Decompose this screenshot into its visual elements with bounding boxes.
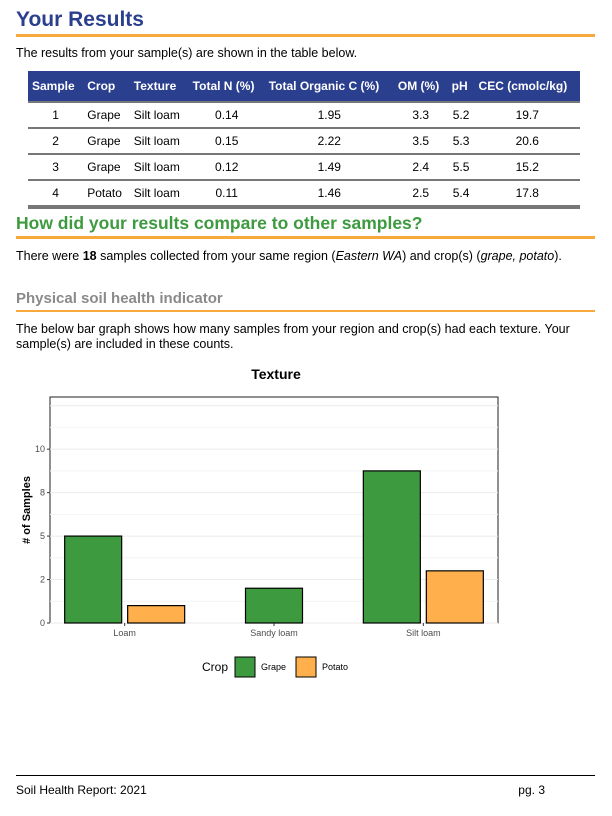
table-cell: 1 — [28, 101, 84, 128]
table-cell: Silt loam — [129, 127, 189, 154]
compare-text: There were 18 samples collected from you… — [16, 249, 595, 264]
x-tick-label: Loam — [113, 628, 136, 638]
table-cell: 0.14 — [188, 101, 265, 128]
table-cell: 15.2 — [474, 153, 580, 180]
table-row: 4 Potato Silt loam 0.11 1.46 2.5 5.4 17.… — [28, 179, 580, 209]
table-cell: 2.5 — [393, 179, 448, 209]
bar-grape-loam — [64, 535, 123, 624]
crop-names: grape, potato — [480, 249, 555, 263]
table-cell: 0.15 — [188, 127, 265, 154]
results-table: Sample Crop Texture Total N (%) Total Or… — [28, 71, 580, 209]
table-cell: 3.5 — [393, 127, 448, 154]
table-row: 2 Grape Silt loam 0.15 2.22 3.5 5.3 20.6 — [28, 127, 580, 154]
plot-panel — [49, 396, 499, 624]
table-cell: 19.7 — [474, 101, 580, 128]
table-row: 3 Grape Silt loam 0.12 1.49 2.4 5.5 15.2 — [28, 153, 580, 180]
y-axis-ticks: 0 2 5 8 10 — [35, 444, 50, 628]
compare-heading: How did your results compare to other sa… — [16, 212, 595, 239]
table-cell: Grape — [83, 153, 130, 180]
y-tick-label: 5 — [40, 531, 45, 541]
col-header: Total N (%) — [192, 79, 255, 93]
table-cell: 1.49 — [264, 153, 394, 180]
y-tick-label: 8 — [40, 488, 45, 498]
table-cell: 4 — [28, 179, 84, 209]
page-title: Your Results — [16, 7, 595, 37]
indicator-heading: Physical soil health indicator — [16, 289, 595, 312]
compare-text-mid: samples collected from your same region … — [96, 249, 336, 263]
bars — [64, 470, 484, 624]
table-cell: Grape — [83, 101, 130, 128]
legend-title: Crop — [202, 660, 228, 674]
legend-swatch-potato — [295, 656, 317, 678]
compare-text-end: ). — [554, 249, 562, 263]
legend-swatch-grape — [234, 656, 256, 678]
footer-page-number: pg. 3 — [518, 783, 545, 797]
table-cell: Grape — [83, 127, 130, 154]
table-cell: 20.6 — [474, 127, 580, 154]
legend-label-potato: Potato — [322, 662, 348, 672]
table-cell: 1.46 — [264, 179, 394, 209]
table-cell: Potato — [83, 179, 130, 209]
y-tick-label: 0 — [40, 618, 45, 628]
col-header: Crop — [87, 79, 116, 93]
table-cell: Silt loam — [129, 153, 189, 180]
region-name: Eastern WA — [335, 249, 403, 263]
y-tick-label: 10 — [35, 444, 45, 454]
table-cell: 3 — [28, 153, 84, 180]
intro-text: The results from your sample(s) are show… — [16, 46, 358, 60]
table-cell: 5.5 — [447, 153, 475, 180]
bar-potato-silt-loam — [425, 570, 484, 624]
table-cell: 0.11 — [188, 179, 265, 209]
table-cell: 5.2 — [447, 101, 475, 128]
table-cell: Silt loam — [129, 101, 189, 128]
bar-grape-silt-loam — [362, 470, 421, 624]
chart-title: Texture — [251, 366, 301, 382]
x-axis-ticks: Loam Sandy loam Silt loam — [113, 623, 441, 638]
table-cell: Silt loam — [129, 179, 189, 209]
sample-count: 18 — [82, 249, 97, 263]
col-header: Total Organic C (%) — [268, 79, 380, 93]
table-cell: 0.12 — [188, 153, 265, 180]
legend-label-grape: Grape — [261, 662, 286, 672]
col-header: CEC (cmolc/kg) — [478, 79, 568, 93]
texture-bar-chart: Texture 0 2 5 8 10 Loam Sandy loam Silt loam #… — [21, 366, 499, 678]
compare-text-pre: There were — [16, 249, 83, 263]
table-cell: 5.4 — [447, 179, 475, 209]
table-cell: 5.3 — [447, 127, 475, 154]
table-cell: 17.8 — [474, 179, 580, 209]
footer-divider — [16, 775, 595, 776]
bar-potato-loam — [127, 605, 186, 624]
table-cell: 3.3 — [393, 101, 448, 128]
table-cell: 2.22 — [264, 127, 394, 154]
col-header: Texture — [133, 79, 177, 93]
x-tick-label: Sandy loam — [250, 628, 298, 638]
table-row: 1 Grape Silt loam 0.14 1.95 3.3 5.2 19.7 — [28, 101, 580, 128]
table-header-row: Sample Crop Texture Total N (%) Total Or… — [28, 71, 580, 102]
y-tick-label: 2 — [40, 575, 45, 585]
y-axis-label: # of Samples — [21, 476, 33, 544]
indicator-text: The below bar graph shows how many sampl… — [16, 322, 570, 351]
col-header: OM (%) — [397, 79, 440, 93]
x-tick-label: Silt loam — [406, 628, 441, 638]
compare-text-mid2: ) and crop(s) ( — [402, 249, 481, 263]
legend: Crop Grape Potato — [202, 656, 348, 678]
table-cell: 2.4 — [393, 153, 448, 180]
table-cell: 1.95 — [264, 101, 394, 128]
col-header: Sample — [32, 79, 75, 93]
bar-grape-sandy-loam — [244, 587, 304, 624]
footer-report-title: Soil Health Report: 2021 — [16, 783, 147, 797]
table-cell: 2 — [28, 127, 84, 154]
col-header: pH — [451, 79, 468, 93]
